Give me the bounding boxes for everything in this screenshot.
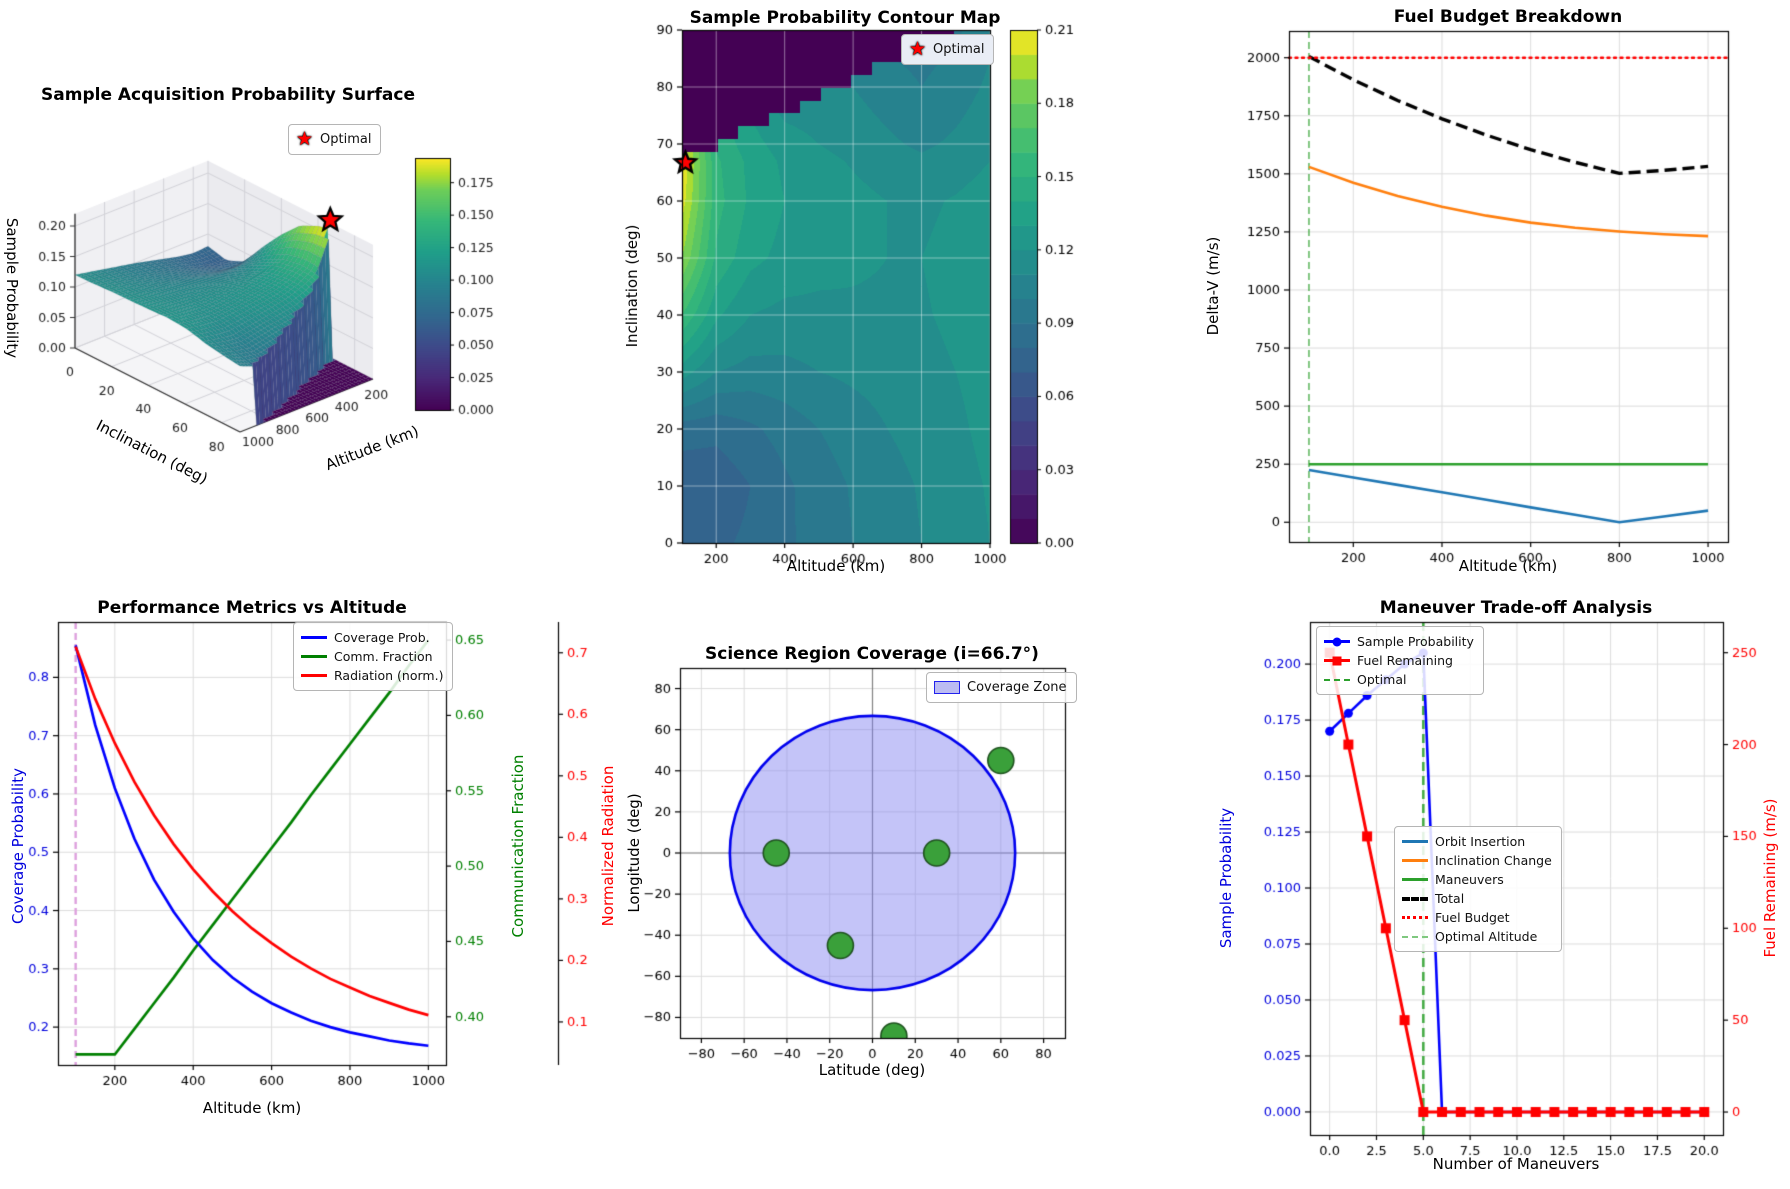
metrics-ylabel-coverage: Coverage Probability [9, 768, 27, 924]
star-icon: ★ [909, 38, 927, 60]
legend-label-total: Total [1435, 891, 1465, 906]
legend-swatch-radiation [301, 674, 327, 677]
legend-label-comm-fraction: Comm. Fraction [334, 649, 433, 664]
legend-label-radiation: Radiation (norm.) [334, 668, 444, 683]
legend-swatch-comm-fraction [301, 655, 327, 658]
fuel-legend: Orbit Insertion Inclination Change Maneu… [1394, 826, 1562, 952]
contour-legend: ★ Optimal [901, 34, 995, 65]
science-coverage-canvas [620, 560, 1180, 1189]
legend-swatch-sample-probability [1324, 637, 1350, 646]
legend-label-sample-probability: Sample Probability [1357, 634, 1474, 649]
contour-xlabel: Altitude (km) [786, 557, 886, 575]
legend-label-optimal-altitude: Optimal Altitude [1435, 929, 1538, 944]
legend-swatch-inclination-change [1402, 859, 1428, 862]
metrics-ylabel-comm: Communication Fraction [509, 754, 527, 938]
surface-legend: ★ Optimal [288, 124, 382, 155]
legend-swatch-coverage-prob [301, 636, 327, 639]
tradeoff-ylabel-right: Fuel Remaining (m/s) [1761, 798, 1779, 958]
legend-swatch-optimal-altitude [1402, 935, 1428, 938]
legend-label-optimal: Optimal [933, 42, 985, 57]
fuel-ylabel: Delta-V (m/s) [1204, 236, 1222, 336]
legend-swatch-total [1402, 896, 1428, 901]
legend-swatch-fuel-remaining [1324, 656, 1350, 665]
legend-swatch-orbit-insertion [1402, 840, 1428, 843]
metrics-ylabel-radiation: Normalized Radiation [599, 765, 617, 927]
tradeoff-title: Maneuver Trade-off Analysis [1379, 598, 1653, 618]
legend-label-optimal: Optimal [1357, 672, 1407, 687]
contour-ylabel: Inclination (deg) [623, 224, 641, 348]
legend-label-inclination-change: Inclination Change [1435, 853, 1552, 868]
legend-label-coverage-zone: Coverage Zone [967, 680, 1067, 695]
coverage-title: Science Region Coverage (i=66.7°) [705, 644, 1039, 664]
fuel-xlabel: Altitude (km) [1458, 557, 1558, 575]
legend-label-coverage-prob: Coverage Prob. [334, 630, 430, 645]
tradeoff-legend: Sample Probability Fuel Remaining Optima… [1316, 626, 1484, 695]
legend-swatch-fuel-budget [1402, 916, 1428, 919]
metrics-xlabel: Altitude (km) [202, 1099, 302, 1117]
legend-label-fuel-budget: Fuel Budget [1435, 910, 1510, 925]
surface-title: Sample Acquisition Probability Surface [41, 85, 415, 105]
tradeoff-ylabel-left: Sample Probability [1217, 807, 1235, 949]
contour-map-canvas [560, 0, 1190, 585]
fuel-title: Fuel Budget Breakdown [1393, 7, 1623, 27]
tradeoff-xlabel: Number of Maneuvers [1432, 1155, 1600, 1173]
legend-label-optimal: Optimal [320, 132, 372, 147]
fuel-budget-canvas [1170, 0, 1790, 585]
metrics-legend: Coverage Prob. Comm. Fraction Radiation … [293, 622, 454, 691]
legend-swatch-coverage-zone [934, 681, 960, 694]
legend-swatch-maneuvers [1402, 878, 1428, 881]
coverage-xlabel: Latitude (deg) [818, 1061, 926, 1079]
coverage-ylabel: Longitude (deg) [625, 793, 643, 913]
surface-zlabel: Sample Probability [3, 217, 21, 359]
surface-3d-plot-canvas [0, 20, 560, 520]
metrics-title: Performance Metrics vs Altitude [97, 598, 407, 618]
legend-label-fuel-remaining: Fuel Remaining [1357, 653, 1453, 668]
contour-title: Sample Probability Contour Map [689, 8, 1001, 28]
star-icon: ★ [296, 128, 314, 150]
coverage-legend: Coverage Zone [926, 672, 1077, 703]
legend-swatch-optimal [1324, 678, 1350, 681]
legend-label-maneuvers: Maneuvers [1435, 872, 1504, 887]
legend-label-orbit-insertion: Orbit Insertion [1435, 834, 1526, 849]
